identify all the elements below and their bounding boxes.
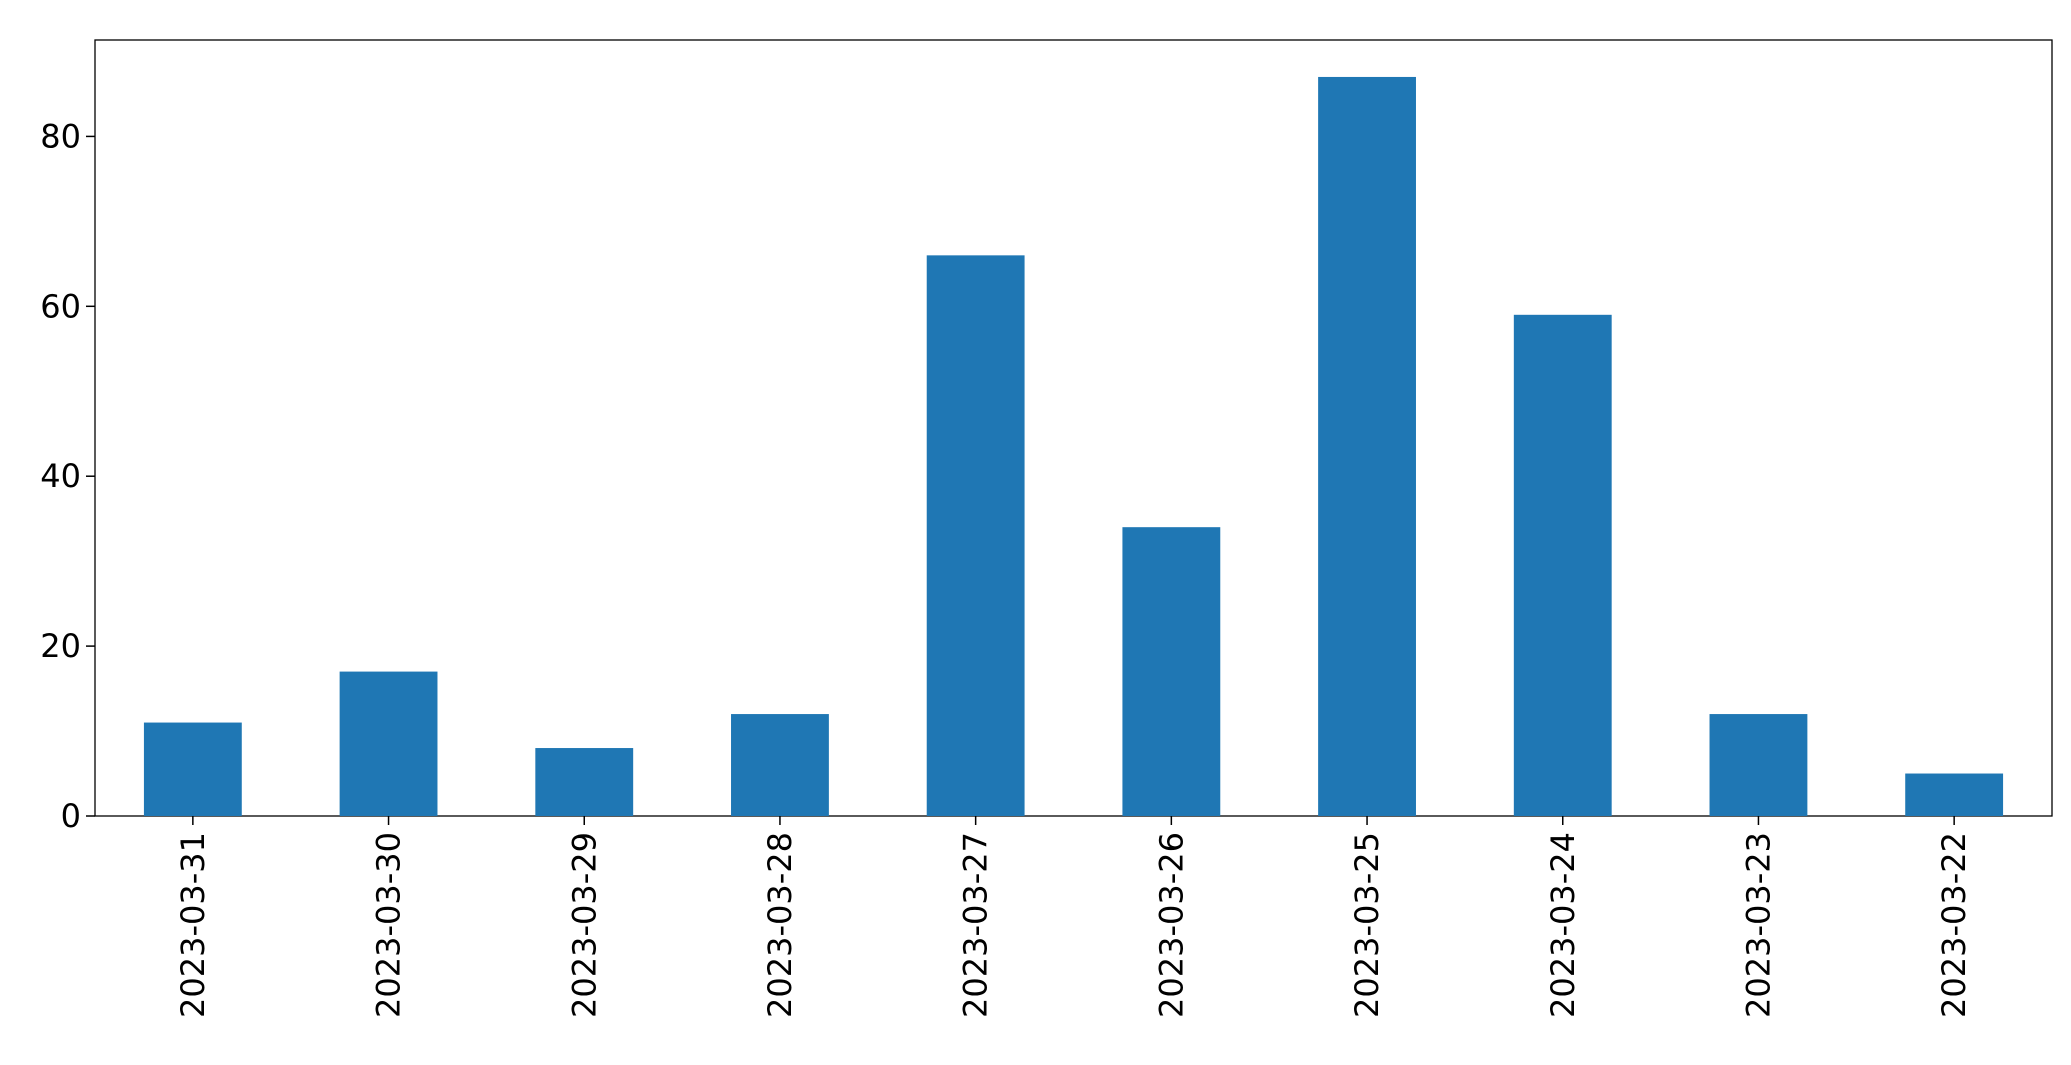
plot-frame: [94, 39, 2053, 817]
y-tick-label: 60: [40, 287, 81, 325]
bar: [535, 748, 634, 816]
x-tick-label: 2023-03-23: [1739, 832, 1777, 1018]
y-tick-label: 80: [40, 117, 81, 155]
x-tick-label: 2023-03-31: [174, 832, 212, 1018]
bar: [731, 714, 829, 816]
x-tick-label: 2023-03-24: [1544, 832, 1582, 1018]
bar: [143, 722, 242, 816]
x-tick-label: 2023-03-30: [370, 832, 408, 1018]
x-tick-label: 2023-03-22: [1935, 832, 1973, 1018]
bar: [1122, 527, 1221, 816]
x-tick-label: 2023-03-28: [761, 832, 799, 1018]
y-tick-label: 20: [40, 627, 81, 665]
bar: [339, 671, 438, 816]
x-tick-label: 2023-03-26: [1152, 832, 1190, 1018]
bar: [1318, 76, 1416, 816]
bar: [926, 255, 1025, 816]
bar: [1905, 773, 2004, 816]
y-tick-label: 40: [40, 457, 81, 495]
x-tick-label: 2023-03-25: [1348, 832, 1386, 1018]
x-tick-label: 2023-03-29: [565, 832, 603, 1018]
x-tick-label: 2023-03-27: [957, 832, 995, 1018]
bar: [1709, 714, 1808, 816]
y-tick-label: 0: [61, 797, 81, 835]
bar: [1513, 314, 1612, 816]
